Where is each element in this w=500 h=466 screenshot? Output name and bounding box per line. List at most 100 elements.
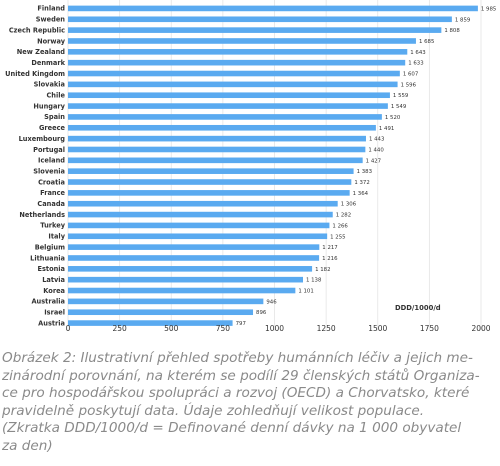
bar [68,114,382,120]
value-label: 1 633 [408,61,423,67]
bar [68,287,296,294]
caption-line: (Zkratka DDD/1000/d = Definované denní d… [2,420,462,436]
value-label: 1 138 [306,278,322,284]
x-tick-label: 0 [66,324,71,333]
bar [68,135,366,142]
value-label: 1 520 [385,115,401,121]
category-label: Lithuania [30,254,65,262]
bar [68,320,233,326]
value-label: 1 266 [332,223,348,229]
bar [68,81,398,88]
bar [68,27,442,33]
grid-lines [67,0,482,331]
value-label: 1 643 [410,50,425,56]
value-label: 797 [236,321,246,327]
category-label: Portugal [33,146,65,154]
bar [68,276,303,283]
bar [68,179,352,185]
category-label: Chile [46,92,65,100]
x-tick-label: 1250 [317,324,336,333]
x-tick-label: 1500 [368,324,387,333]
value-label: 1 306 [341,202,357,208]
x-tick-label: 500 [164,324,179,333]
category-label: Croatia [38,178,65,186]
category-label: Canada [37,200,65,208]
x-axis-ticks: 0 250 500 750 1000 1250 1500 1750 2000 [66,324,491,333]
value-label: 1 596 [401,82,417,88]
bar [68,255,320,261]
bar [68,233,328,240]
x-tick-label: 2000 [471,324,490,333]
unit-label: DDD/1000/d [395,304,441,312]
value-label: 1 182 [315,267,330,273]
bar [68,146,366,153]
value-label: 1 216 [322,256,338,262]
bar [68,266,313,272]
value-label: 1 427 [366,158,381,164]
value-label: 1 808 [444,28,460,34]
value-label: 1 217 [322,245,337,251]
category-label: Greece [39,124,66,132]
category-label: Korea [43,287,65,295]
category-label: Spain [44,113,65,121]
bar [68,309,254,316]
bar [68,298,264,305]
value-label: 1 559 [393,93,409,99]
category-label: Denmark [31,59,65,67]
x-tick-label: 250 [112,324,127,333]
bar [68,5,478,12]
value-label: 1 859 [455,17,471,23]
category-label: United Kingdom [5,70,65,78]
bar [68,211,333,218]
bar [68,49,408,55]
value-label: 1 985 [481,6,496,12]
x-tick-label: 1000 [265,324,284,333]
value-label: 1 607 [403,72,418,78]
caption-line: pravidelně poskytují data. Údaje zohledň… [2,402,425,419]
bars [68,5,478,326]
bar [68,190,350,196]
bar-chart: Finland Sweden Czech Republic Norway New Zea… [5,0,496,333]
x-tick-label: 1750 [420,324,439,333]
caption-line: ce pro hospodářskou spolupráci a rozvoj … [2,385,470,401]
value-label: 946 [266,299,277,305]
category-label: Austria [38,319,65,327]
value-label: 1 440 [368,147,384,153]
category-label: Iceland [38,157,65,165]
category-label: Czech Republic [9,26,65,34]
bar [68,103,388,109]
value-label: 1 101 [298,289,313,295]
category-label: New Zealand [17,48,65,56]
category-label: Slovenia [33,167,65,175]
category-label: Belgium [35,243,65,251]
bar [68,59,406,66]
bar [68,16,452,23]
category-label: Australia [31,298,65,306]
caption-line: za den) [2,437,53,454]
category-label: Israel [44,309,65,317]
bar [68,92,390,99]
category-label: Luxembourg [19,135,66,143]
category-label: Finland [37,5,65,13]
value-label: 1 443 [369,137,384,143]
figure-caption: Obrázek 2: Ilustrativní přehled spotřeby… [2,350,498,455]
bar [68,244,320,250]
value-label: 1 255 [330,234,345,240]
bar [68,70,400,77]
category-label: Latvia [42,276,65,284]
value-label: 1 383 [357,169,372,175]
category-label: Italy [48,233,65,241]
category-label: Netherlands [19,211,65,219]
bar [68,38,416,44]
category-label: France [40,189,65,197]
value-label: 1 282 [336,213,351,219]
value-label: 1 685 [419,39,434,45]
bar [68,200,338,207]
category-label: Hungary [33,102,65,110]
category-label: Estonia [37,265,65,273]
value-label: 896 [256,310,267,316]
category-label: Turkey [40,222,65,230]
bar [68,157,363,164]
caption-line: Obrázek 2: Ilustrativní přehled spotřeby… [2,350,473,366]
category-labels: Finland Sweden Czech Republic Norway New Zea… [5,5,66,328]
